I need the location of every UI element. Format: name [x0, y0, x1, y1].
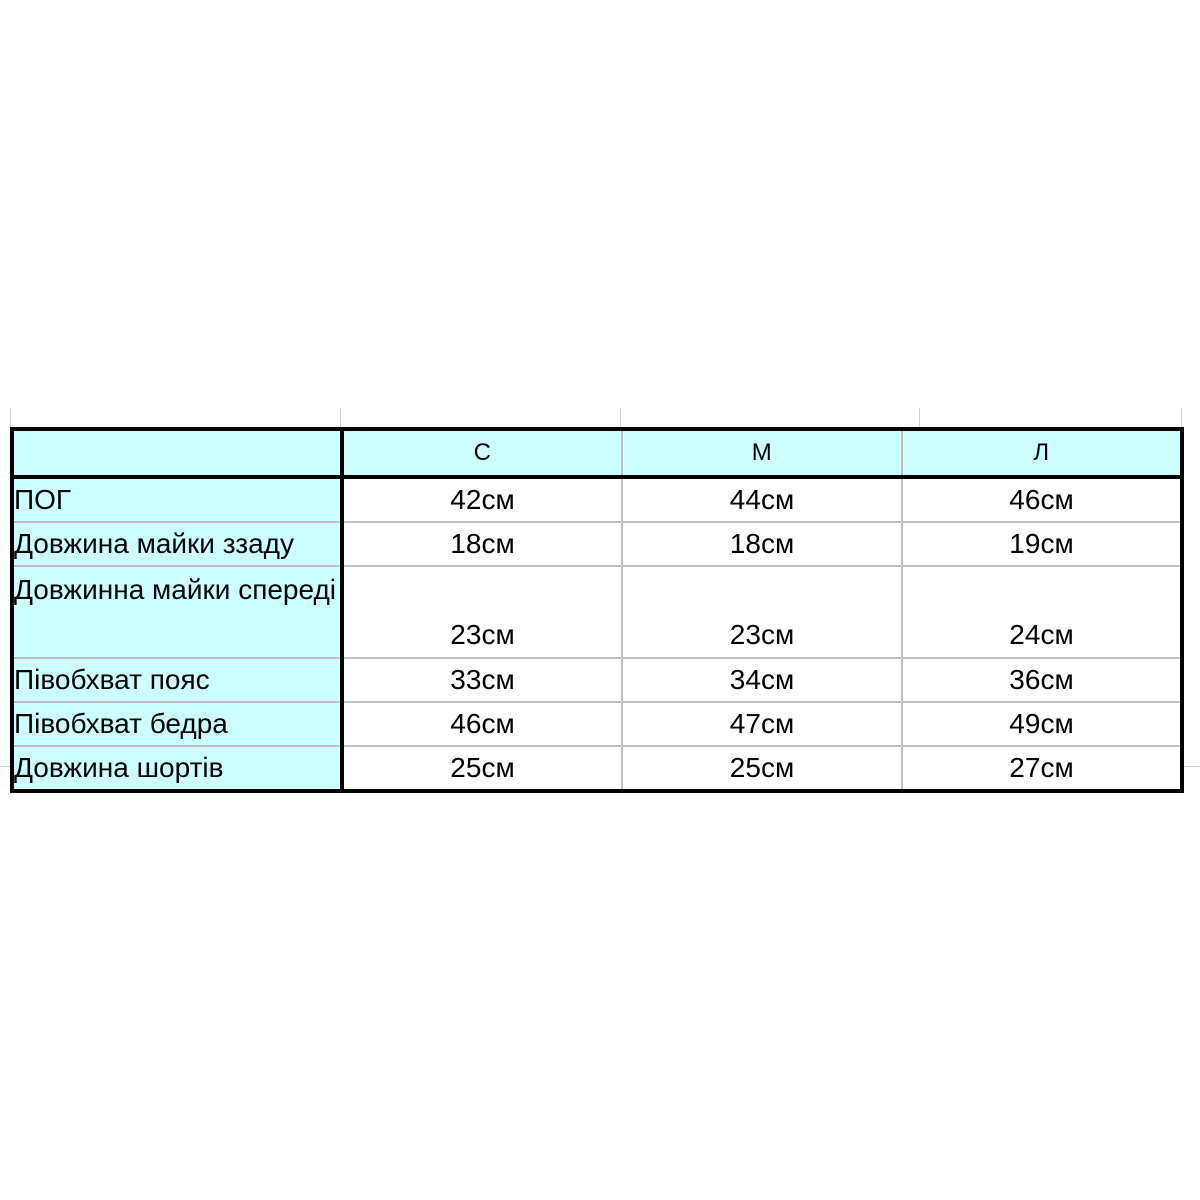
value-cell: 23см — [342, 566, 623, 659]
value-cell: 46см — [342, 702, 623, 747]
value-cell: 27см — [902, 746, 1182, 791]
value-cell: 19см — [902, 522, 1182, 567]
value-cell: 18см — [342, 522, 623, 567]
value-cell: 18см — [622, 522, 903, 567]
value-cell: 46см — [902, 477, 1182, 523]
gridline-vertical — [919, 408, 920, 428]
gridline-vertical — [1181, 408, 1182, 428]
table-row: Півобхват бедра 46см 47см 49см — [12, 702, 1182, 747]
row-label: Довжина майки ззаду — [12, 522, 344, 567]
value-cell: 25см — [342, 746, 623, 791]
size-chart: С М Л ПОГ 42см 44см 46см Довжина майки з… — [10, 427, 1184, 793]
table-row: Довжинна майки спереді 23см 23см 24см — [12, 566, 1182, 659]
value-cell: 47см — [622, 702, 903, 747]
table-row: Півобхват пояс 33см 34см 36см — [12, 658, 1182, 703]
row-label: Довжинна майки спереді — [12, 566, 344, 659]
value-cell: 24см — [902, 566, 1182, 659]
header-size-l: Л — [902, 429, 1182, 479]
value-cell: 33см — [342, 658, 623, 703]
value-cell: 25см — [622, 746, 903, 791]
gridline-vertical — [340, 408, 341, 428]
header-corner-cell — [12, 429, 344, 479]
table-body: ПОГ 42см 44см 46см Довжина майки ззаду 1… — [12, 477, 1182, 791]
table-row: Довжина майки ззаду 18см 18см 19см — [12, 522, 1182, 567]
value-cell: 42см — [342, 477, 623, 523]
value-cell: 44см — [622, 477, 903, 523]
gridline-vertical — [10, 408, 11, 428]
row-label: Півобхват бедра — [12, 702, 344, 747]
table-row: ПОГ 42см 44см 46см — [12, 477, 1182, 523]
table-header-row: С М Л — [12, 429, 1182, 479]
value-cell: 36см — [902, 658, 1182, 703]
value-cell: 23см — [622, 566, 903, 659]
gridline-vertical — [620, 408, 621, 428]
row-label: Довжина шортів — [12, 746, 344, 791]
row-label: Півобхват пояс — [12, 658, 344, 703]
row-label: ПОГ — [12, 477, 344, 523]
table-row: Довжина шортів 25см 25см 27см — [12, 746, 1182, 791]
header-size-s: С — [342, 429, 623, 479]
header-size-m: М — [622, 429, 903, 479]
size-table: С М Л ПОГ 42см 44см 46см Довжина майки з… — [10, 427, 1184, 793]
value-cell: 34см — [622, 658, 903, 703]
value-cell: 49см — [902, 702, 1182, 747]
